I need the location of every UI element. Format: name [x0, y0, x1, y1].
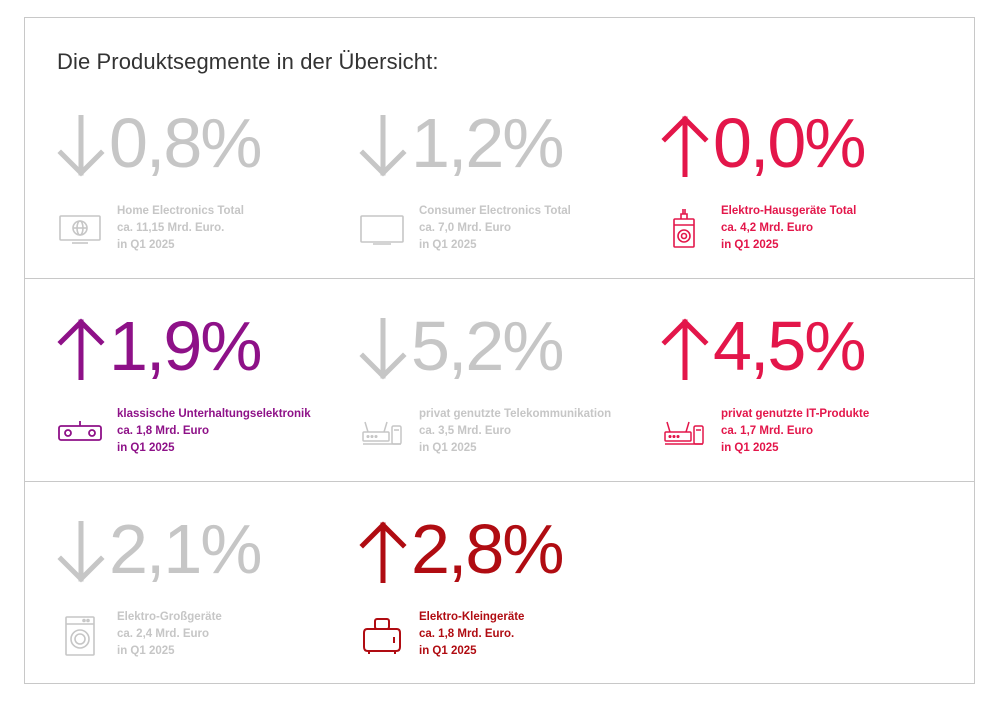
- segment-description: Elektro-Kleingeräte ca. 1,8 Mrd. Euro. i…: [419, 609, 524, 660]
- segment-card: 4,5% privat genutzte IT-Produkte ca. 1,7…: [661, 307, 951, 474]
- segment-period: in Q1 2025: [721, 442, 779, 454]
- segment-volume: ca. 2,4 Mrd. Euro: [117, 628, 210, 640]
- segment-period: in Q1 2025: [117, 239, 175, 251]
- segment-card: 0,0% Elektro-Hausgeräte Total ca. 4,2 Mr…: [661, 104, 951, 271]
- segment-volume: ca. 1,7 Mrd. Euro: [721, 425, 814, 437]
- trend-arrow-icon: [57, 114, 105, 177]
- segment-volume: ca. 3,5 Mrd. Euro: [419, 425, 512, 437]
- segment-description: privat genutzte IT-Produkte ca. 1,7 Mrd.…: [721, 406, 869, 457]
- segment-volume: ca. 1,8 Mrd. Euro: [117, 425, 210, 437]
- segment-volume: ca. 1,8 Mrd. Euro.: [419, 628, 515, 640]
- percent-change: 4,5%: [713, 307, 867, 385]
- segment-label: privat genutzte Telekommunikation: [419, 408, 612, 420]
- segment-volume: ca. 11,15 Mrd. Euro.: [117, 222, 225, 234]
- segment-description: Consumer Electronics Total ca. 7,0 Mrd. …: [419, 203, 571, 254]
- washing-machine-plug-icon: [661, 207, 707, 253]
- segment-label: Elektro-Kleingeräte: [419, 611, 525, 623]
- soundbar-icon: [57, 410, 103, 456]
- segment-period: in Q1 2025: [419, 442, 477, 454]
- trend-arrow-icon: [57, 520, 105, 583]
- router-phone-icon: [359, 410, 405, 456]
- trend-arrow-icon: [661, 115, 709, 178]
- row-divider: [25, 481, 974, 482]
- segment-period: in Q1 2025: [117, 442, 175, 454]
- segment-card: 0,8% Home Electronics Total ca. 11,15 Mr…: [57, 104, 347, 271]
- percent-change: 0,8%: [109, 104, 263, 182]
- segment-description: privat genutzte Telekommunikation ca. 3,…: [419, 406, 611, 457]
- segment-period: in Q1 2025: [721, 239, 779, 251]
- monitor-globe-icon: [57, 207, 103, 253]
- segment-card: 5,2% privat genutzte Telekommunikation c…: [359, 307, 649, 474]
- segment-period: in Q1 2025: [117, 645, 175, 657]
- segment-card: 2,8% Elektro-Kleingeräte ca. 1,8 Mrd. Eu…: [359, 510, 649, 677]
- trend-arrow-icon: [359, 521, 407, 584]
- segment-label: Elektro-Hausgeräte Total: [721, 205, 857, 217]
- trend-arrow-icon: [57, 318, 105, 381]
- segments-panel: Die Produktsegmente in der Übersicht: 0,…: [24, 17, 975, 684]
- percent-change: 1,9%: [109, 307, 263, 385]
- segment-card: 1,9% klassische Unterhaltungselektronik …: [57, 307, 347, 474]
- segment-description: klassische Unterhaltungselektronik ca. 1…: [117, 406, 311, 457]
- segment-description: Home Electronics Total ca. 11,15 Mrd. Eu…: [117, 203, 244, 254]
- row-divider: [25, 278, 974, 279]
- trend-arrow-icon: [661, 318, 709, 381]
- page-title: Die Produktsegmente in der Übersicht:: [57, 49, 439, 74]
- segment-label: Home Electronics Total: [117, 205, 244, 217]
- segment-volume: ca. 4,2 Mrd. Euro: [721, 222, 814, 234]
- segment-period: in Q1 2025: [419, 239, 477, 251]
- segment-volume: ca. 7,0 Mrd. Euro: [419, 222, 512, 234]
- washing-machine-icon: [57, 613, 103, 659]
- segment-description: Elektro-Großgeräte ca. 2,4 Mrd. Euro in …: [117, 609, 222, 660]
- segment-card: 1,2% Consumer Electronics Total ca. 7,0 …: [359, 104, 649, 271]
- segment-card: 2,1% Elektro-Großgeräte ca. 2,4 Mrd. Eur…: [57, 510, 347, 677]
- segment-label: klassische Unterhaltungselektronik: [117, 408, 311, 420]
- segment-description: Elektro-Hausgeräte Total ca. 4,2 Mrd. Eu…: [721, 203, 856, 254]
- router-phone-icon: [661, 410, 707, 456]
- segment-label: Elektro-Großgeräte: [117, 611, 222, 623]
- percent-change: 2,1%: [109, 510, 263, 588]
- tv-icon: [359, 207, 405, 253]
- trend-arrow-icon: [359, 317, 407, 380]
- segment-label: Consumer Electronics Total: [419, 205, 571, 217]
- percent-change: 1,2%: [411, 104, 565, 182]
- percent-change: 0,0%: [713, 104, 867, 182]
- percent-change: 2,8%: [411, 510, 565, 588]
- toaster-icon: [359, 613, 405, 659]
- percent-change: 5,2%: [411, 307, 565, 385]
- segment-period: in Q1 2025: [419, 645, 477, 657]
- segment-label: privat genutzte IT-Produkte: [721, 408, 870, 420]
- trend-arrow-icon: [359, 114, 407, 177]
